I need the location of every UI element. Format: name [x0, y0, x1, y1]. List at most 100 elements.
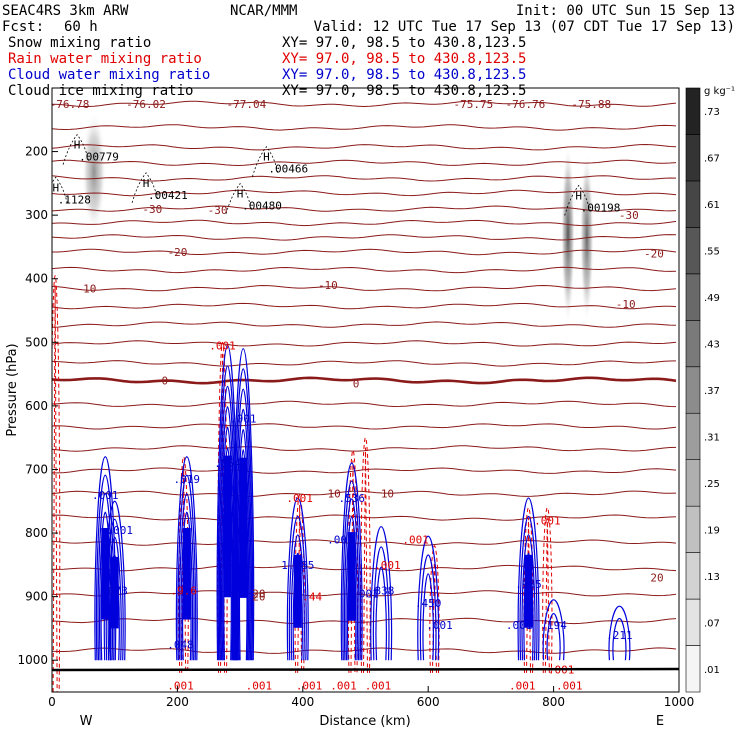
temperature-contour-line — [52, 302, 677, 310]
x-axis-label: Distance (km) — [319, 714, 410, 729]
temperature-contour-label: -20 — [644, 247, 664, 260]
cloud-water-contour — [290, 534, 305, 661]
colorbar: g kg⁻¹ .01 .07 .13 .19 .25 .31 .37 .43 .49 .55 .61… — [685, 86, 735, 693]
temperature-contour-label: -75.75 — [453, 98, 493, 111]
contour-labels: -77.04 -30 -20 -10 0 10 20 -76.78 -76.02 -75.75 -7… — [50, 98, 664, 693]
temperature-contour-label: 10 — [328, 488, 341, 501]
temperature-contour-label: -75.88 — [571, 98, 611, 111]
field-snow-xy: XY= 97.0, 98.5 to 430.8,123.5 — [282, 35, 526, 51]
cloud-water-contour — [542, 599, 565, 661]
temperature-contour-line — [52, 321, 677, 328]
cloud-water-contour — [422, 573, 435, 661]
field-rain-name: Rain water mixing ratio — [8, 51, 202, 67]
cloud-water-label: 1.085 — [281, 559, 314, 572]
cloud-water-contour — [175, 456, 198, 661]
ice-max-marker: H — [263, 151, 270, 164]
ice-shading — [82, 111, 594, 325]
colorbar-label: .25 — [704, 479, 720, 490]
mixing-ratio-label: .001 — [327, 533, 354, 546]
colorbar-label: .07 — [704, 618, 720, 629]
temperature-contour-line — [52, 340, 677, 347]
shaded-ice-region — [82, 111, 107, 232]
cloud-water-core — [223, 455, 232, 598]
cloud-water-contour — [419, 554, 437, 661]
forecast-label: Fcst: — [2, 19, 44, 35]
rain-contour — [52, 275, 61, 692]
temperature-contour-label: 0 — [162, 374, 169, 387]
temperature-contour-line — [52, 376, 677, 385]
shaded-ice-region — [561, 144, 576, 325]
temperature-contour-label: -76.78 — [50, 98, 90, 111]
cloud-ice-contour — [225, 182, 253, 214]
cloud-water-label: .001 — [92, 489, 119, 502]
cloud-water-core — [110, 556, 119, 629]
cloud-water-contours — [94, 344, 631, 661]
field-cloudice-name: Cloud ice mixing ratio — [8, 83, 193, 99]
colorbar-swatch — [685, 227, 701, 275]
temperature-contour-label: 10 — [381, 488, 394, 501]
cloud-water-label: .838 — [368, 584, 395, 597]
cloud-water-contour — [417, 535, 440, 661]
ice-max-label: .00480 — [242, 200, 282, 213]
colorbar-swatch — [685, 366, 701, 414]
mixing-ratio-label: .001 — [106, 524, 133, 537]
temperature-contour-line — [52, 467, 677, 474]
colorbar-swatch — [685, 505, 701, 553]
ice-max-marker: H — [237, 188, 244, 201]
cloud-ice-contour — [62, 134, 90, 165]
cloud-ice-contour — [131, 172, 159, 203]
colorbar-swatch — [685, 412, 701, 460]
x-tick-label: 400 — [291, 695, 314, 709]
cloud-water-contour — [546, 612, 561, 661]
mixing-ratio-label: .001 — [330, 680, 357, 693]
cloud-water-contour — [612, 617, 627, 661]
direction-east: E — [656, 714, 664, 729]
colorbar-label: .01 — [704, 665, 720, 676]
colorbar-label: .19 — [704, 525, 720, 536]
colorbar-swatch — [685, 180, 701, 228]
x-tick-label: 0 — [48, 695, 56, 709]
temperature-contour-line — [52, 248, 677, 256]
temperature-contour-label: -10 — [616, 298, 636, 311]
cloud-water-contour — [286, 497, 309, 661]
cloud-water-contour — [236, 428, 250, 661]
mixing-ratio-label: .001 — [296, 680, 323, 693]
x-tick-label: 800 — [542, 695, 565, 709]
mixing-ratio-label: .048 — [167, 638, 194, 651]
temperature-contour-line — [52, 284, 677, 292]
cloud-water-contour — [105, 518, 124, 661]
cloud-water-label: .211 — [606, 629, 633, 642]
cloud-water-label: .019 — [174, 473, 201, 486]
cloud-water-contour — [370, 526, 393, 661]
cloud-water-label: .673 — [101, 584, 128, 597]
colorbar-label: .61 — [704, 200, 720, 211]
ice-max-marker: H — [575, 190, 582, 203]
cloud-water-core — [239, 457, 248, 598]
mixing-ratio-label: .001 — [365, 680, 392, 693]
colorbar-swatch — [685, 645, 701, 693]
rain-label: .001 — [286, 492, 313, 505]
colorbar-label: .55 — [704, 247, 720, 258]
mixing-ratio-label: .001 — [506, 619, 533, 632]
rain-contour — [542, 507, 553, 673]
temperature-contour-label: -20 — [167, 246, 187, 259]
cloud-water-contour — [342, 480, 362, 661]
cloud-water-contour — [233, 368, 254, 661]
ice-max-label: .1128 — [58, 193, 91, 206]
colorbar-label: .73 — [704, 107, 720, 118]
cloud-water-contour — [343, 498, 360, 661]
colorbar-swatch — [685, 552, 701, 600]
rain-label: .001 — [534, 514, 561, 527]
mixing-ratio-label: .001 — [352, 587, 379, 600]
ice-max-label: .00779 — [79, 151, 119, 164]
ice-max-marker: H — [74, 139, 81, 152]
field-cloudice-xy: XY= 97.0, 98.5 to 430.8,123.5 — [282, 83, 526, 99]
cloud-water-label: .450 — [415, 597, 442, 610]
cloud-water-contour — [222, 447, 234, 661]
colorbar-swatch — [685, 87, 701, 135]
cloud-water-core — [524, 554, 533, 628]
temperature-contours — [52, 100, 677, 654]
y-tick-label: 300 — [25, 208, 48, 222]
valid-time: Valid: 12 UTC Tue 17 Sep 13 (07 CDT Tue … — [314, 19, 735, 35]
colorbar-swatch — [685, 273, 701, 321]
